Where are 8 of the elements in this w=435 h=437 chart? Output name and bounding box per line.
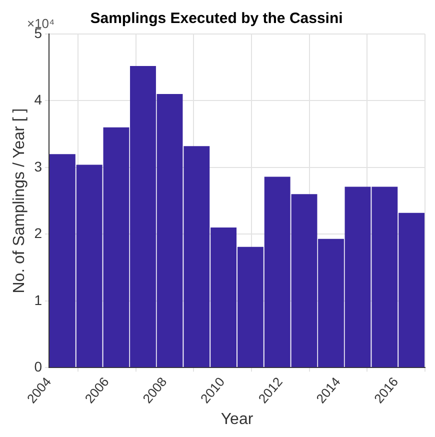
- y-tick-label: 4: [34, 92, 42, 108]
- x-axis-title: Year: [220, 410, 254, 428]
- y-axis-title: No. of Samplings / Year [ ]: [11, 108, 28, 294]
- y-tick-label: 0: [34, 358, 42, 374]
- y-tick-label: 1: [34, 292, 42, 308]
- chart-title: Samplings Executed by the Cassini: [90, 10, 343, 28]
- y-tick-label: 2: [34, 225, 42, 242]
- y-tick-label: 3: [34, 158, 42, 174]
